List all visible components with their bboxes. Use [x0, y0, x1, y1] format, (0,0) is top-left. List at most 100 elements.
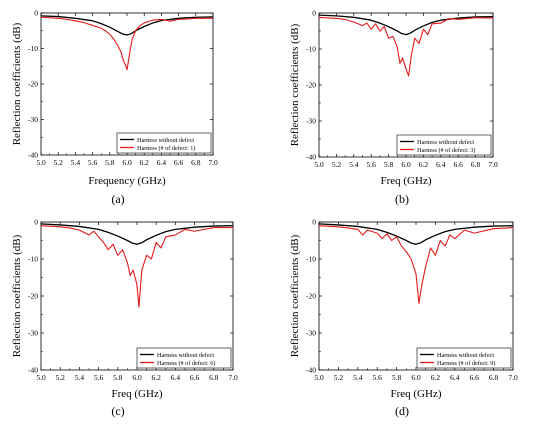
y-tick-label: -40: [306, 366, 316, 375]
series-line-defect: [40, 225, 233, 308]
x-tick-label: 6.2: [152, 373, 162, 382]
x-tick-label: 6.4: [450, 373, 460, 382]
legend-entry: Harness without defect: [417, 139, 474, 146]
y-tick-label: -20: [28, 80, 38, 89]
y-tick-label: 0: [34, 9, 38, 18]
x-axis-label: Freq (GHz): [390, 388, 441, 400]
x-tick-label: 5.8: [105, 158, 115, 167]
x-tick-label: 5.2: [334, 373, 344, 382]
legend-entry: Harness (# of defect: 3): [417, 147, 475, 154]
legend-entry: Harness without defect: [157, 352, 214, 359]
series-line-reference: [318, 223, 514, 245]
y-tick-label: -10: [28, 44, 38, 53]
y-tick-label: -10: [306, 45, 316, 54]
x-tick-label: 6.2: [419, 160, 429, 169]
y-tick-label: -30: [306, 329, 316, 338]
y-tick-label: -30: [306, 117, 316, 126]
x-tick-label: 5.4: [353, 373, 363, 382]
x-tick-label: 6.6: [174, 158, 184, 167]
panel-caption: (c): [111, 404, 124, 418]
x-tick-label: 6.2: [431, 373, 441, 382]
chart-panel-4: 5.0 5.2 5.4 5.6 5.8 6.0 6.2 6.4 6.6 6.8 7.0 0 -10 -20…: [289, 218, 518, 419]
x-tick-label: 5.4: [71, 158, 81, 167]
x-tick-label: 6.4: [171, 373, 181, 382]
x-tick-label: 5.8: [392, 373, 402, 382]
x-tick-label: 5.4: [349, 160, 359, 169]
y-tick-label: -10: [306, 255, 316, 264]
y-tick-label: -10: [28, 255, 38, 264]
x-tick-label: 6.8: [209, 373, 219, 382]
x-tick-label: 7.0: [488, 160, 498, 169]
legend-entry: Harness (# of defect: 6): [157, 360, 215, 367]
x-tick-label: 6.6: [454, 160, 464, 169]
x-tick-label: 5.8: [113, 373, 123, 382]
legend-entry: Harness (# of defect: 9): [437, 360, 495, 367]
chart-panel-3: 5.0 5.2 5.4 5.6 5.8 6.0 6.2 6.4 6.6 6.8 7.0 0 -10 -20…: [11, 218, 238, 419]
x-tick-label: 5.2: [332, 160, 342, 169]
x-tick-label: 5.2: [56, 373, 66, 382]
x-tick-label: 5.4: [75, 373, 85, 382]
y-axis-label: Reflection coefficients (dB): [289, 234, 301, 357]
x-tick-label: 5.0: [36, 373, 46, 382]
legend-box: [136, 347, 232, 369]
x-tick-label: 5.6: [94, 373, 104, 382]
x-tick-label: 6.0: [132, 373, 142, 382]
series-line-defect: [318, 225, 514, 304]
x-axis-label: Freq (GHz): [111, 388, 162, 400]
x-tick-label: 5.0: [314, 373, 324, 382]
legend-entry: Harness without defect: [137, 137, 194, 144]
y-axis-label: Reflection coefficients (dB): [11, 22, 23, 145]
x-tick-label: 5.6: [88, 158, 98, 167]
legend-box: [416, 347, 512, 369]
legend-entry: Harness (# of defect: 1): [137, 145, 195, 152]
x-tick-label: 6.4: [157, 158, 167, 167]
legend-box: [116, 132, 212, 154]
x-tick-label: 6.0: [122, 158, 132, 167]
x-tick-label: 5.0: [314, 160, 324, 169]
x-tick-label: 6.0: [401, 160, 411, 169]
y-tick-label: 0: [312, 9, 316, 18]
series-line-reference: [40, 15, 214, 36]
y-tick-label: -20: [28, 292, 38, 301]
series-line-reference: [40, 223, 234, 245]
y-tick-label: 0: [312, 218, 316, 227]
y-tick-label: -40: [28, 151, 38, 160]
legend-entry: Harness without defect: [437, 352, 494, 359]
x-tick-label: 6.0: [411, 373, 421, 382]
x-tick-label: 6.8: [489, 373, 499, 382]
x-tick-label: 5.8: [384, 160, 394, 169]
chart-panel-1: 5.0 5.2 5.4 5.6 5.8 6.0 6.2 6.4 6.6 6.8 7.0 0 -10 -20…: [11, 9, 218, 207]
x-tick-label: 6.6: [470, 373, 480, 382]
x-tick-label: 6.8: [471, 160, 481, 169]
x-axis-label: Freq (GHz): [380, 175, 431, 187]
y-tick-label: -30: [28, 115, 38, 124]
legend-box: [396, 134, 492, 156]
y-tick-label: -20: [306, 292, 316, 301]
x-tick-label: 6.6: [190, 373, 200, 382]
x-tick-label: 7.0: [208, 158, 218, 167]
x-tick-label: 6.4: [436, 160, 446, 169]
y-tick-label: -40: [306, 153, 316, 162]
x-tick-label: 5.6: [373, 373, 383, 382]
x-tick-label: 7.0: [228, 373, 238, 382]
y-tick-label: -20: [306, 81, 316, 90]
chart-panel-2: 5.0 5.2 5.4 5.6 5.8 6.0 6.2 6.4 6.6 6.8 7.0 0 -10 -20…: [289, 9, 498, 207]
y-tick-label: -30: [28, 329, 38, 338]
x-tick-label: 5.0: [36, 158, 46, 167]
x-tick-label: 5.2: [54, 158, 64, 167]
x-axis-label: Frequency (GHz): [88, 175, 166, 187]
panel-caption: (d): [395, 404, 409, 418]
x-tick-label: 6.8: [191, 158, 201, 167]
panel-caption: (a): [111, 192, 124, 206]
y-tick-label: 0: [34, 218, 38, 227]
series-line-defect: [40, 16, 213, 71]
y-axis-label: Reflection coefficients (dB): [11, 234, 23, 357]
y-axis-label: Reflection coefficients (dB): [289, 23, 301, 146]
y-tick-label: -40: [28, 366, 38, 375]
panel-caption: (b): [395, 192, 409, 206]
x-tick-label: 7.0: [508, 373, 518, 382]
x-tick-label: 5.6: [367, 160, 377, 169]
series-line-defect: [318, 16, 494, 77]
